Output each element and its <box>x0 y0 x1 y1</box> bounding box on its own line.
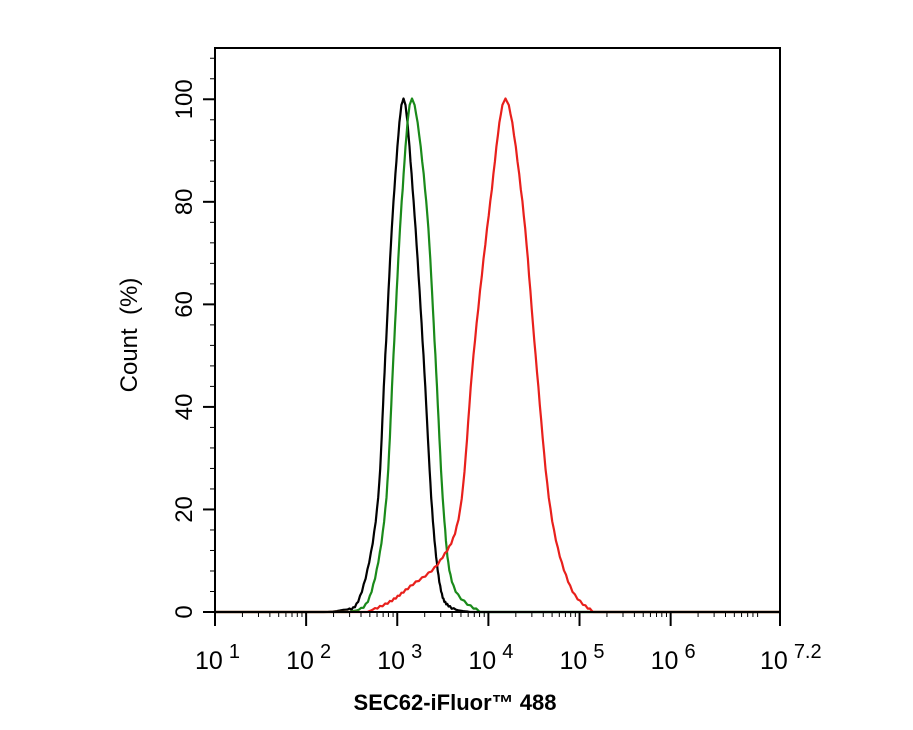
plot-frame <box>214 47 781 613</box>
y-tick-label: 100 <box>171 79 198 119</box>
x-tick-base: 10 <box>195 647 223 675</box>
y-tick-label: 40 <box>171 394 198 421</box>
x-tick-label: 10 4 <box>468 641 513 675</box>
x-tick-base: 10 <box>468 647 496 675</box>
x-axis: 10 1 10 2 10 3 10 4 10 5 10 6 10 7.2 <box>195 612 822 675</box>
y-tick-label: 60 <box>171 291 198 318</box>
x-tick-exponent: 6 <box>684 641 695 663</box>
x-tick-exponent: 2 <box>320 641 331 663</box>
y-tick-label: 80 <box>171 188 198 215</box>
x-tick-exponent: 3 <box>411 641 422 663</box>
histogram-series-3 <box>215 97 780 614</box>
x-tick-exponent: 4 <box>502 641 513 663</box>
x-tick-base: 10 <box>286 647 314 675</box>
x-tick-base: 10 <box>377 647 405 675</box>
x-tick-base: 10 <box>560 647 588 675</box>
x-axis-label: SEC62-iFluor™ 488 <box>354 690 557 715</box>
x-tick-exponent: 1 <box>229 641 240 663</box>
x-tick-label: 10 5 <box>560 641 605 675</box>
y-axis: 0 20 40 60 80 100 <box>171 57 215 619</box>
x-tick-label: 10 2 <box>286 641 331 675</box>
x-tick-base: 10 <box>760 647 788 675</box>
y-tick-label: 20 <box>171 496 198 523</box>
histogram-series-1 <box>215 97 780 614</box>
x-tick-exponent: 5 <box>593 641 604 663</box>
x-tick-base: 10 <box>651 647 679 675</box>
x-tick-exponent: 7.2 <box>794 641 822 663</box>
x-tick-label: 10 3 <box>377 641 422 675</box>
histogram-series-2 <box>215 97 780 614</box>
x-tick-label: 10 7.2 <box>760 641 822 675</box>
x-tick-label: 10 1 <box>195 641 240 675</box>
y-tick-label: 0 <box>171 605 198 618</box>
x-tick-label: 10 6 <box>651 641 696 675</box>
y-axis-label: Count (%) <box>116 278 143 393</box>
series-layer <box>215 97 780 614</box>
